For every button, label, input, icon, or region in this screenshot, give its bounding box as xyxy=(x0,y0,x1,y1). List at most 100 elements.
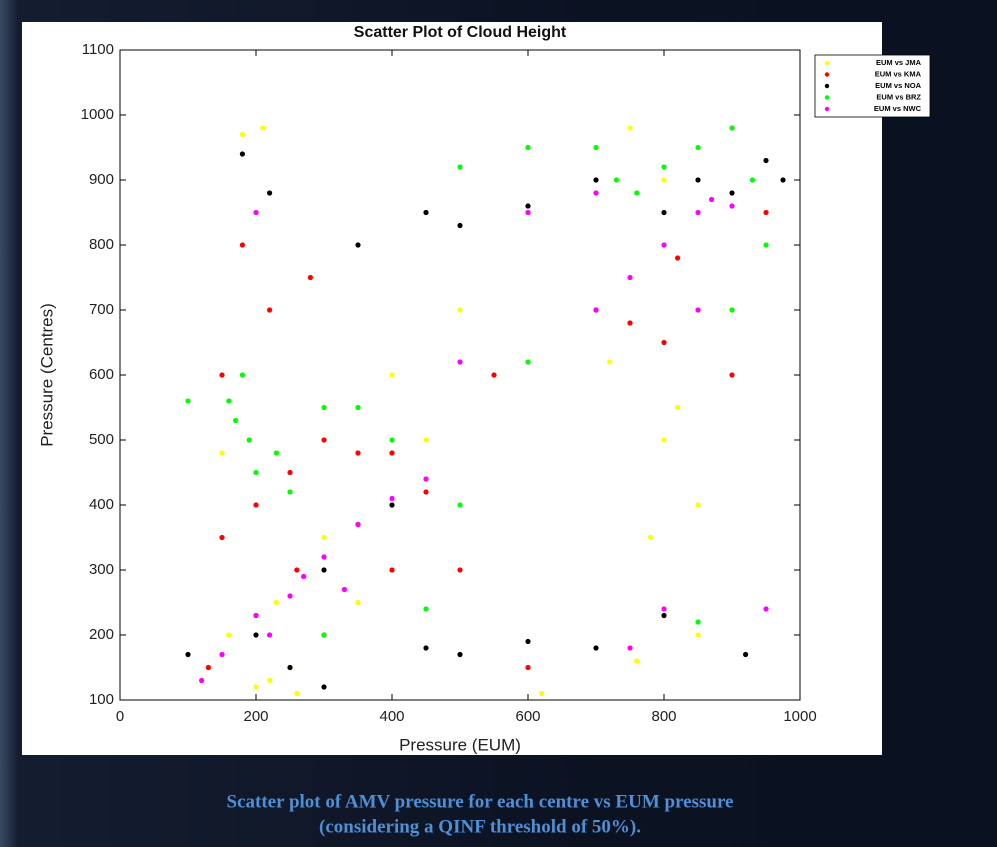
scatter-point xyxy=(457,359,463,365)
scatter-point xyxy=(457,502,463,508)
caption-line: (considering a QINF threshold of 50%). xyxy=(319,816,641,837)
scatter-point xyxy=(226,632,232,638)
chart-title: Scatter Plot of Cloud Height xyxy=(354,24,567,41)
scatter-point xyxy=(355,599,361,606)
legend-label: EUM vs KMA xyxy=(875,69,922,78)
scatter-point xyxy=(743,651,749,658)
scatter-point xyxy=(321,534,327,541)
scatter-point xyxy=(321,684,327,690)
scatter-point xyxy=(661,437,667,443)
scatter-point xyxy=(321,567,327,573)
scatter-point xyxy=(525,359,531,365)
scatter-point xyxy=(389,372,395,378)
y-tick-label: 100 xyxy=(89,691,114,708)
scatter-point xyxy=(423,606,429,612)
scatter-point xyxy=(219,651,225,658)
scatter-point xyxy=(287,664,293,671)
y-tick-label: 500 xyxy=(89,431,114,448)
scatter-point xyxy=(239,372,245,378)
scatter-point xyxy=(661,612,667,619)
scatter-point xyxy=(287,469,293,476)
scatter-point xyxy=(239,242,245,248)
scatter-point xyxy=(267,677,273,684)
scatter-point xyxy=(219,534,225,541)
scatter-point xyxy=(267,632,273,638)
scatter-point xyxy=(341,586,347,593)
x-tick-label: 400 xyxy=(379,708,404,725)
y-tick-label: 300 xyxy=(89,561,114,578)
scatter-point xyxy=(253,209,259,216)
scatter-point xyxy=(525,638,531,645)
scatter-point xyxy=(287,593,293,599)
scatter-point xyxy=(525,209,531,216)
scatter-point xyxy=(695,144,701,151)
x-tick-label: 200 xyxy=(243,708,268,725)
scatter-point xyxy=(301,573,307,580)
scatter-point xyxy=(389,450,395,456)
scatter-point xyxy=(307,274,313,281)
scatter-point xyxy=(661,177,667,183)
scatter-point xyxy=(661,209,667,216)
scatter-point xyxy=(226,398,232,404)
legend-marker xyxy=(824,83,830,89)
scatter-point xyxy=(525,144,531,151)
scatter-point xyxy=(253,612,259,619)
scatter-point xyxy=(267,190,273,196)
x-axis-label: Pressure (EUM) xyxy=(399,735,521,754)
scatter-point xyxy=(355,404,361,411)
scatter-point xyxy=(185,398,191,404)
scatter-point xyxy=(729,372,735,378)
scatter-point xyxy=(709,196,715,203)
legend-marker xyxy=(824,106,830,112)
x-tick-label: 800 xyxy=(651,708,676,725)
scatter-point xyxy=(525,664,531,671)
y-axis-label: Pressure (Centres) xyxy=(37,303,56,447)
scatter-point xyxy=(321,554,327,560)
y-tick-label: 700 xyxy=(89,301,114,318)
scatter-point xyxy=(219,372,225,378)
scatter-point xyxy=(389,502,395,508)
scatter-point xyxy=(780,177,786,183)
scatter-point xyxy=(607,359,613,365)
legend-label: EUM vs NOA xyxy=(875,81,921,90)
scatter-point xyxy=(457,307,463,313)
scatter-point xyxy=(661,339,667,346)
scatter-point xyxy=(749,177,756,183)
legend-label: EUM vs JMA xyxy=(876,58,922,67)
x-tick-label: 600 xyxy=(515,708,540,725)
scatter-point xyxy=(273,450,279,456)
legend-box xyxy=(814,54,931,118)
scatter-point xyxy=(695,502,701,508)
scatter-point xyxy=(239,151,245,157)
scatter-point xyxy=(729,125,735,131)
legend-marker xyxy=(824,95,830,100)
scatter-point xyxy=(423,489,429,495)
scatter-point xyxy=(627,320,633,326)
scatter-point xyxy=(593,177,599,183)
scatter-point xyxy=(634,190,640,196)
scatter-point xyxy=(695,209,701,216)
scatter-point xyxy=(729,190,735,196)
scatter-point xyxy=(729,307,735,313)
scatter-point xyxy=(525,203,531,209)
scatter-point xyxy=(539,690,545,697)
scatter-point xyxy=(729,203,735,209)
scatter-point xyxy=(389,495,395,502)
scatter-point xyxy=(239,131,245,138)
scatter-point xyxy=(253,632,259,638)
caption-line: Scatter plot of AMV pressure for each ce… xyxy=(227,791,734,812)
scatter-point xyxy=(634,658,640,664)
scatter-point xyxy=(593,144,599,151)
scatter-point xyxy=(389,437,395,443)
scatter-point xyxy=(423,476,429,482)
y-tick-label: 1000 xyxy=(81,106,114,123)
scatter-point xyxy=(661,242,667,248)
scatter-point xyxy=(273,599,279,606)
scatter-point xyxy=(321,437,327,443)
scatter-point xyxy=(355,521,361,528)
scatter-point xyxy=(205,664,211,671)
scatter-point xyxy=(763,242,769,248)
legend-marker xyxy=(824,60,830,66)
scatter-point xyxy=(321,404,327,411)
scatter-point xyxy=(661,164,667,170)
